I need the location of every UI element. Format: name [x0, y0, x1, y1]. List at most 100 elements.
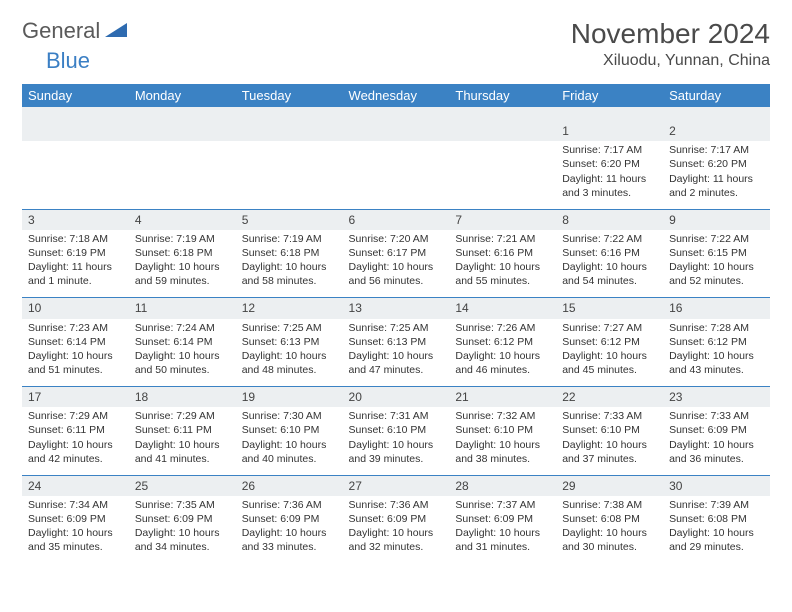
day-cell: Sunrise: 7:21 AM Sunset: 6:16 PM Dayligh… [449, 230, 556, 298]
day-cell: Sunrise: 7:33 AM Sunset: 6:10 PM Dayligh… [556, 407, 663, 475]
day-cell-text: Sunrise: 7:33 AM Sunset: 6:10 PM Dayligh… [562, 409, 657, 466]
content-row: Sunrise: 7:29 AM Sunset: 6:11 PM Dayligh… [22, 407, 770, 475]
day-header: Monday [129, 84, 236, 107]
day-header: Thursday [449, 84, 556, 107]
day-cell: Sunrise: 7:36 AM Sunset: 6:09 PM Dayligh… [236, 496, 343, 564]
day-number: 25 [129, 475, 236, 496]
logo-text-blue: Blue [46, 48, 90, 74]
day-number: 14 [449, 298, 556, 319]
daynum-row: 24252627282930 [22, 475, 770, 496]
day-cell: Sunrise: 7:22 AM Sunset: 6:15 PM Dayligh… [663, 230, 770, 298]
spacer-cell [129, 107, 236, 121]
day-number: 2 [663, 121, 770, 141]
spacer-cell [449, 107, 556, 121]
day-cell-text: Sunrise: 7:39 AM Sunset: 6:08 PM Dayligh… [669, 498, 764, 555]
day-number [129, 121, 236, 141]
spacer-cell [663, 107, 770, 121]
day-number [236, 121, 343, 141]
day-cell: Sunrise: 7:26 AM Sunset: 6:12 PM Dayligh… [449, 319, 556, 387]
day-cell [449, 141, 556, 209]
day-cell: Sunrise: 7:29 AM Sunset: 6:11 PM Dayligh… [22, 407, 129, 475]
day-cell-text: Sunrise: 7:34 AM Sunset: 6:09 PM Dayligh… [28, 498, 123, 555]
day-cell-text: Sunrise: 7:29 AM Sunset: 6:11 PM Dayligh… [135, 409, 230, 466]
day-cell: Sunrise: 7:36 AM Sunset: 6:09 PM Dayligh… [343, 496, 450, 564]
day-cell-text: Sunrise: 7:32 AM Sunset: 6:10 PM Dayligh… [455, 409, 550, 466]
day-cell-text: Sunrise: 7:22 AM Sunset: 6:16 PM Dayligh… [562, 232, 657, 289]
day-number: 27 [343, 475, 450, 496]
day-cell: Sunrise: 7:24 AM Sunset: 6:14 PM Dayligh… [129, 319, 236, 387]
day-number: 28 [449, 475, 556, 496]
day-cell [22, 141, 129, 209]
day-cell: Sunrise: 7:28 AM Sunset: 6:12 PM Dayligh… [663, 319, 770, 387]
day-cell-text: Sunrise: 7:38 AM Sunset: 6:08 PM Dayligh… [562, 498, 657, 555]
daynum-row: 3456789 [22, 209, 770, 230]
day-cell: Sunrise: 7:25 AM Sunset: 6:13 PM Dayligh… [236, 319, 343, 387]
day-cell: Sunrise: 7:30 AM Sunset: 6:10 PM Dayligh… [236, 407, 343, 475]
day-cell: Sunrise: 7:18 AM Sunset: 6:19 PM Dayligh… [22, 230, 129, 298]
day-cell-text: Sunrise: 7:36 AM Sunset: 6:09 PM Dayligh… [242, 498, 337, 555]
day-cell-text: Sunrise: 7:28 AM Sunset: 6:12 PM Dayligh… [669, 321, 764, 378]
day-cell: Sunrise: 7:39 AM Sunset: 6:08 PM Dayligh… [663, 496, 770, 564]
day-cell [129, 141, 236, 209]
day-cell-text: Sunrise: 7:27 AM Sunset: 6:12 PM Dayligh… [562, 321, 657, 378]
day-number: 7 [449, 209, 556, 230]
logo: General [22, 18, 129, 44]
day-cell: Sunrise: 7:34 AM Sunset: 6:09 PM Dayligh… [22, 496, 129, 564]
day-header-row: Sunday Monday Tuesday Wednesday Thursday… [22, 84, 770, 107]
day-number: 26 [236, 475, 343, 496]
day-cell: Sunrise: 7:32 AM Sunset: 6:10 PM Dayligh… [449, 407, 556, 475]
day-number: 20 [343, 387, 450, 408]
title-block: November 2024 Xiluodu, Yunnan, China [571, 18, 770, 70]
day-cell-text: Sunrise: 7:20 AM Sunset: 6:17 PM Dayligh… [349, 232, 444, 289]
spacer-cell [22, 107, 129, 121]
day-cell: Sunrise: 7:31 AM Sunset: 6:10 PM Dayligh… [343, 407, 450, 475]
day-cell-text: Sunrise: 7:17 AM Sunset: 6:20 PM Dayligh… [562, 143, 657, 200]
day-number: 29 [556, 475, 663, 496]
day-number: 23 [663, 387, 770, 408]
day-cell-text: Sunrise: 7:37 AM Sunset: 6:09 PM Dayligh… [455, 498, 550, 555]
day-cell: Sunrise: 7:17 AM Sunset: 6:20 PM Dayligh… [663, 141, 770, 209]
day-cell: Sunrise: 7:33 AM Sunset: 6:09 PM Dayligh… [663, 407, 770, 475]
day-cell-text: Sunrise: 7:30 AM Sunset: 6:10 PM Dayligh… [242, 409, 337, 466]
day-number: 13 [343, 298, 450, 319]
day-header: Friday [556, 84, 663, 107]
day-cell-text: Sunrise: 7:26 AM Sunset: 6:12 PM Dayligh… [455, 321, 550, 378]
location-label: Xiluodu, Yunnan, China [571, 52, 770, 70]
day-number: 3 [22, 209, 129, 230]
day-cell [343, 141, 450, 209]
day-cell: Sunrise: 7:19 AM Sunset: 6:18 PM Dayligh… [236, 230, 343, 298]
day-number: 24 [22, 475, 129, 496]
day-cell-text: Sunrise: 7:23 AM Sunset: 6:14 PM Dayligh… [28, 321, 123, 378]
day-number [449, 121, 556, 141]
day-cell: Sunrise: 7:22 AM Sunset: 6:16 PM Dayligh… [556, 230, 663, 298]
page-title: November 2024 [571, 18, 770, 50]
day-cell-text: Sunrise: 7:33 AM Sunset: 6:09 PM Dayligh… [669, 409, 764, 466]
day-number: 1 [556, 121, 663, 141]
day-cell: Sunrise: 7:23 AM Sunset: 6:14 PM Dayligh… [22, 319, 129, 387]
spacer-cell [556, 107, 663, 121]
content-row: Sunrise: 7:18 AM Sunset: 6:19 PM Dayligh… [22, 230, 770, 298]
day-cell-text: Sunrise: 7:35 AM Sunset: 6:09 PM Dayligh… [135, 498, 230, 555]
day-number [343, 121, 450, 141]
day-number: 12 [236, 298, 343, 319]
day-cell: Sunrise: 7:17 AM Sunset: 6:20 PM Dayligh… [556, 141, 663, 209]
day-header: Tuesday [236, 84, 343, 107]
day-number: 8 [556, 209, 663, 230]
day-number: 22 [556, 387, 663, 408]
day-header: Sunday [22, 84, 129, 107]
day-number: 5 [236, 209, 343, 230]
day-cell: Sunrise: 7:29 AM Sunset: 6:11 PM Dayligh… [129, 407, 236, 475]
day-number: 19 [236, 387, 343, 408]
day-cell-text: Sunrise: 7:19 AM Sunset: 6:18 PM Dayligh… [135, 232, 230, 289]
content-row: Sunrise: 7:34 AM Sunset: 6:09 PM Dayligh… [22, 496, 770, 564]
day-number: 10 [22, 298, 129, 319]
day-cell-text: Sunrise: 7:31 AM Sunset: 6:10 PM Dayligh… [349, 409, 444, 466]
day-cell-text: Sunrise: 7:18 AM Sunset: 6:19 PM Dayligh… [28, 232, 123, 289]
day-cell-text: Sunrise: 7:36 AM Sunset: 6:09 PM Dayligh… [349, 498, 444, 555]
day-number: 16 [663, 298, 770, 319]
day-cell: Sunrise: 7:20 AM Sunset: 6:17 PM Dayligh… [343, 230, 450, 298]
day-cell: Sunrise: 7:27 AM Sunset: 6:12 PM Dayligh… [556, 319, 663, 387]
day-cell-text: Sunrise: 7:19 AM Sunset: 6:18 PM Dayligh… [242, 232, 337, 289]
day-number: 21 [449, 387, 556, 408]
day-number: 11 [129, 298, 236, 319]
